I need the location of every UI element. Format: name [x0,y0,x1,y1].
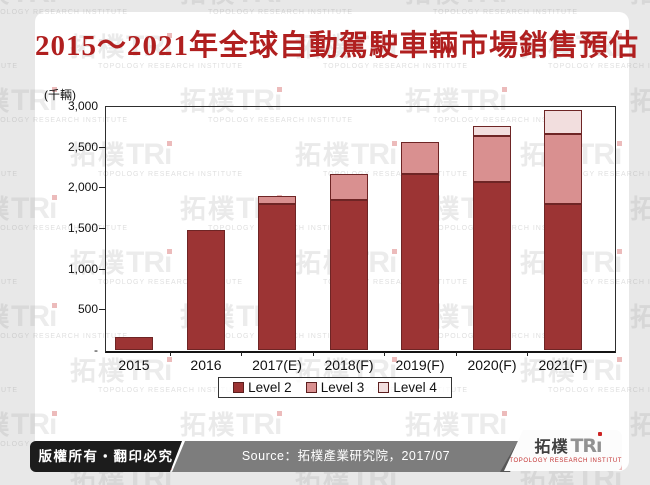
x-axis-tick-mark [170,352,171,356]
x-axis-tick-mark [313,352,314,356]
copyright-banner: 版權所有‧翻印必究 [30,441,182,472]
y-axis-tick-mark [99,269,105,270]
legend-item-level-3: Level 3 [305,380,365,395]
x-axis-tick-mark [456,352,457,356]
bar-segment-level-3-2018(F) [330,174,368,200]
legend-swatch [233,382,245,393]
bar-segment-level-2-2020(F) [473,182,511,350]
bar-segment-level-2-2019(F) [401,174,439,350]
bar-segment-level-2-2016 [187,230,225,350]
logo-subtitle: TOPOLOGY RESEARCH INSTITUTE [509,458,627,464]
x-axis-tick-mark [384,352,385,356]
y-axis-tick-label: - [94,343,98,357]
y-axis-tick-label: 2,000 [67,180,98,195]
x-axis-label: 2019(F) [395,357,445,373]
legend-swatch [305,382,317,393]
y-axis-tick-mark [99,228,105,229]
bar-segment-level-3-2019(F) [401,142,439,174]
y-axis-tick-mark [99,309,105,310]
legend-item-level-2: Level 2 [233,380,292,395]
chart-legend: Level 2 Level 3 Level 4 [218,377,452,398]
y-axis-tick-label: 1,500 [67,221,98,235]
bar-segment-level-3-2017(E) [258,196,296,204]
bar-segment-level-3-2021(F) [544,134,582,204]
bar-segment-level-2-2017(E) [258,204,296,350]
x-axis-tick-mark [527,352,528,356]
chart-plot-area [105,106,616,353]
copyright-text: 版權所有‧翻印必究 [38,449,174,464]
legend-label: Level 3 [320,380,365,395]
y-axis-tick-mark [99,187,105,188]
bar-segment-level-4-2020(F) [473,126,511,136]
y-axis-unit-label: (千輛) [44,88,76,102]
legend-label: Level 2 [248,380,292,395]
bar-segment-level-2-2015 [115,337,153,350]
legend-item-level-4: Level 4 [378,380,437,395]
tri-logo-panel: 拓樸 TRı TOPOLOGY RESEARCH INSTITUTE [504,430,622,471]
legend-swatch [378,382,390,393]
legend-label: Level 4 [393,380,437,395]
bar-segment-level-4-2021(F) [544,110,582,134]
x-axis-label: 2018(F) [324,357,374,373]
chart-title: 2015～2021年全球自動駕駛車輛市場銷售預估 [35,30,640,62]
x-axis-tick-mark [241,352,242,356]
logo-red-dot-icon [597,432,602,436]
y-axis-tick-mark [99,147,105,148]
x-axis-label: 2016 [190,357,222,373]
x-axis-label: 2020(F) [467,357,517,373]
source-text: Source：拓樸產業研究院，2017/07 [241,449,451,463]
bar-segment-level-3-2020(F) [473,136,511,182]
source-banner: Source：拓樸產業研究院，2017/07 [172,441,520,472]
bar-segment-level-2-2018(F) [330,200,368,350]
logo-cjk-text: 拓樸 [534,439,569,456]
y-axis-tick-label: 1,000 [67,261,98,276]
bar-segment-level-2-2021(F) [544,204,582,350]
x-axis-label: 2015 [118,357,150,373]
tri-logo: 拓樸 TRı [534,432,602,456]
y-axis-tick-label: 3,000 [67,99,98,113]
logo-tri-text: TRı [570,432,602,456]
x-axis-label: 2017(E) [252,357,302,373]
x-axis-label: 2021(F) [538,357,588,373]
y-axis-tick-label: 500 [77,302,98,317]
y-axis-tick-label: 2,500 [67,139,98,154]
